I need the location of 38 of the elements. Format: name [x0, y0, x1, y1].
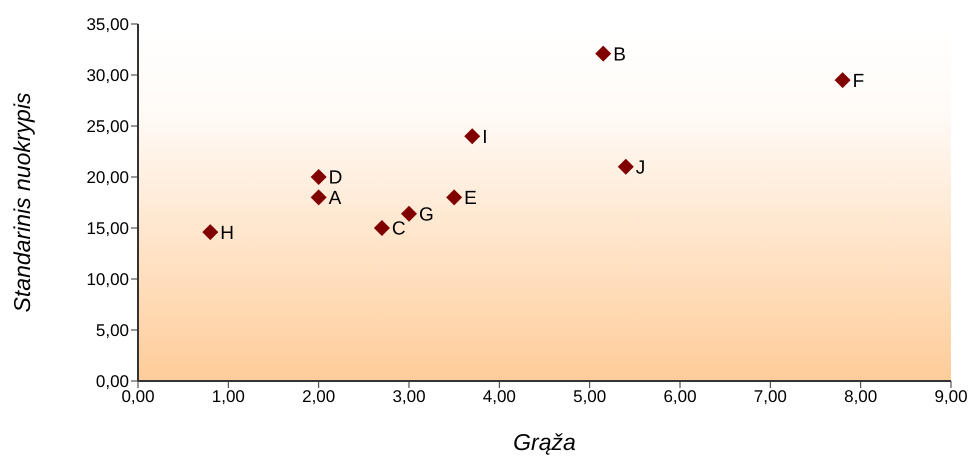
y-tick-label: 35,00 — [86, 15, 129, 34]
x-tick-label: 7,00 — [754, 387, 787, 406]
x-tick-label: 6,00 — [663, 387, 697, 406]
point — [446, 189, 462, 206]
point — [618, 158, 634, 175]
annotation: B — [613, 44, 626, 66]
y-tick-label: 10,00 — [86, 270, 129, 290]
annotation: G — [419, 204, 434, 226]
point — [310, 189, 327, 206]
y-tick-label: 15,00 — [86, 219, 129, 238]
x-tick-label: 5,00 — [573, 387, 606, 406]
x-tick-label: 9,00 — [934, 387, 968, 406]
annotation: J — [636, 158, 646, 179]
y-tick-label: 5,00 — [96, 321, 129, 340]
point — [834, 72, 851, 88]
x-tick-label: 2,00 — [302, 387, 336, 406]
x-tick-label: 1,00 — [212, 387, 245, 406]
annotation: H — [220, 222, 234, 244]
x-tick-label: 8,00 — [844, 387, 878, 406]
x-axis-title: Grąža — [513, 429, 576, 455]
y-tick-label: 30,00 — [86, 66, 129, 86]
point — [374, 220, 390, 236]
x-tick-label: 3,00 — [392, 387, 426, 406]
annotation: A — [328, 188, 342, 210]
y-tick-label: 20,00 — [86, 168, 129, 188]
point — [202, 224, 218, 240]
annotation: F — [852, 70, 864, 92]
point — [310, 169, 327, 185]
x-tick-label: 4,00 — [482, 387, 516, 406]
y-axis-title: Standarinis nuokrypis — [9, 92, 36, 312]
annotation: C — [392, 218, 406, 240]
point — [464, 128, 480, 144]
point — [401, 206, 417, 222]
annotation: D — [328, 168, 342, 189]
y-tick-label: 25,00 — [86, 117, 129, 136]
annotation: I — [482, 126, 488, 148]
point — [595, 46, 612, 62]
annotation: E — [464, 188, 477, 210]
